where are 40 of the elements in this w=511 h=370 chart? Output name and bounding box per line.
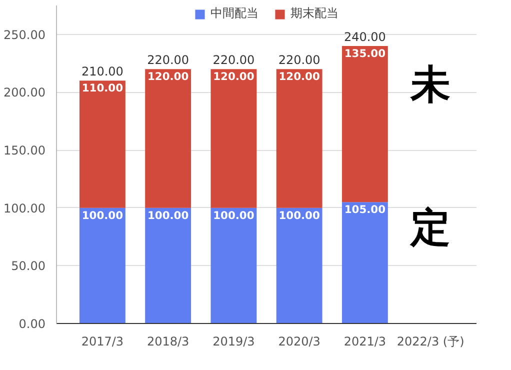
text: 未定 [410,62,451,252]
data-label: 105.00 [344,203,386,216]
total-label: 220.00 [278,53,320,68]
x-tick-label: 2020/3 [278,334,320,348]
data-label: 110.00 [82,82,123,95]
total-label: 220.00 [147,53,190,68]
y-tick-label: 150.00 [4,144,46,158]
x-tick-label: 2021/3 [344,334,386,348]
data-label: 135.00 [344,46,386,60]
y-tick-label: 0.00 [18,317,46,331]
y-tick-label: 250.00 [4,28,46,42]
bar [79,80,126,208]
legend-label: 期末配当 [290,5,338,22]
bar [145,208,192,324]
bar [145,69,192,208]
x-tick-label: 2017/3 [81,334,124,348]
bar [342,46,388,202]
y-tick-label: 200.00 [4,86,46,100]
total-label: 220.00 [212,53,255,68]
total-label: 210.00 [81,64,124,79]
y-tick-label: 100.00 [4,201,46,216]
bar [210,69,257,208]
data-label: 120.00 [213,70,254,84]
x-tick-label: 2019/3 [212,334,255,348]
bar [276,208,322,324]
data-label: 120.00 [148,70,189,84]
bar [210,208,257,324]
legend-label: 中間配当 [210,5,258,22]
bar [276,69,322,208]
data-label: 100.00 [278,208,320,222]
bar [79,208,126,324]
data-label: 100.00 [213,208,254,222]
bar [342,202,388,324]
data-label: 120.00 [278,70,320,84]
x-tick-label: 2018/3 [146,334,190,348]
data-label: 100.00 [82,208,123,222]
data-label: 100.00 [148,208,189,222]
y-tick-label: 50.00 [11,259,46,274]
x-tick-label: 2022/3 (予) [396,334,464,348]
total-label: 240.00 [344,30,386,44]
